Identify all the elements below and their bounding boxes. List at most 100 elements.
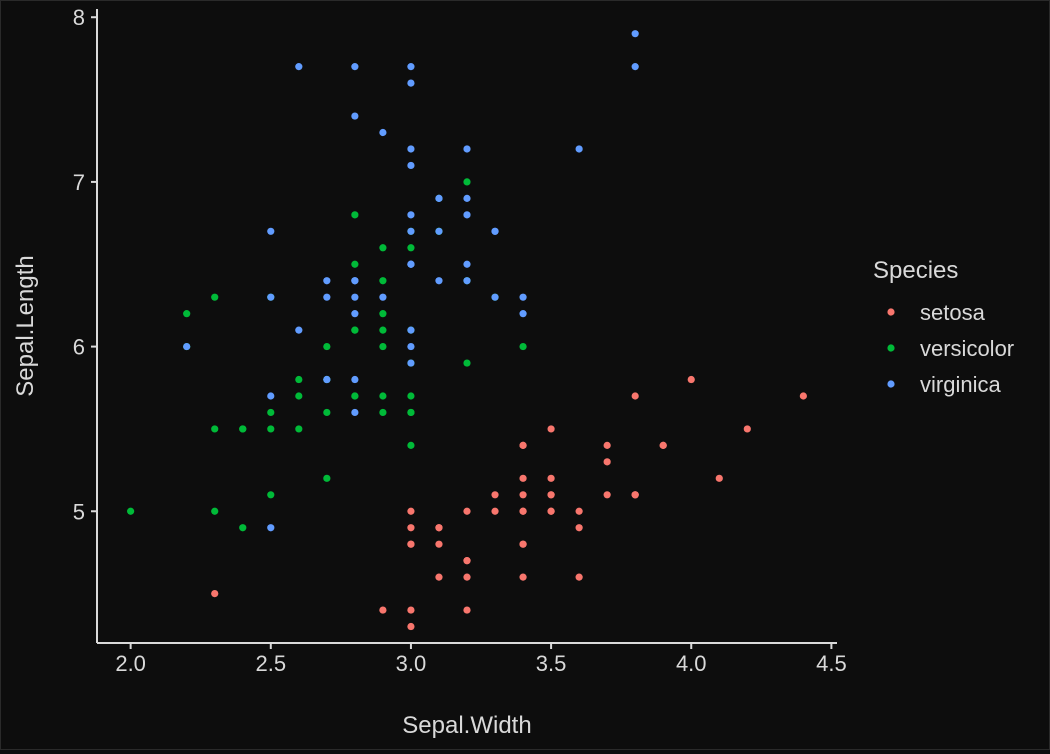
data-point-setosa [603, 458, 611, 466]
data-point-versicolor [211, 507, 219, 515]
data-point-versicolor [211, 425, 219, 433]
data-point-setosa [491, 491, 499, 499]
data-point-virginica [519, 310, 527, 318]
x-tick-label: 3.5 [536, 651, 567, 676]
data-point-versicolor [239, 524, 247, 532]
data-point-virginica [351, 277, 359, 285]
data-point-virginica [435, 227, 443, 235]
points-layer [127, 30, 807, 631]
legend-label-virginica: virginica [920, 372, 1001, 397]
data-point-virginica [379, 128, 387, 137]
x-tick-label: 3.0 [396, 651, 427, 676]
data-point-virginica [519, 293, 527, 301]
data-point-setosa [407, 622, 415, 631]
data-point-versicolor [351, 260, 359, 268]
data-point-setosa [379, 606, 387, 614]
data-point-virginica [631, 30, 639, 38]
legend-key-versicolor [887, 344, 895, 352]
data-point-setosa [519, 491, 527, 499]
data-point-versicolor [183, 310, 191, 318]
y-axis-title: Sepal.Length [12, 255, 39, 396]
x-tick-label: 4.0 [676, 651, 707, 676]
data-point-versicolor [267, 425, 275, 433]
data-point-setosa [547, 491, 555, 499]
data-point-setosa [407, 524, 415, 532]
data-point-virginica [351, 310, 359, 318]
data-point-virginica [407, 161, 415, 170]
data-point-versicolor [351, 392, 359, 400]
data-point-virginica [491, 293, 499, 301]
data-point-setosa [519, 507, 527, 515]
data-point-virginica [267, 293, 275, 301]
data-point-setosa [519, 573, 527, 581]
data-point-versicolor [519, 342, 527, 351]
data-point-virginica [323, 375, 331, 384]
data-point-setosa [575, 507, 583, 515]
y-tick-label: 8 [73, 5, 85, 30]
y-tick-label: 5 [73, 499, 85, 524]
data-point-setosa [435, 540, 443, 548]
data-point-setosa [463, 606, 471, 614]
data-point-virginica [267, 227, 275, 235]
data-point-versicolor [295, 375, 303, 384]
data-point-versicolor [379, 392, 387, 400]
data-point-virginica [295, 63, 303, 71]
data-point-setosa [519, 474, 527, 482]
x-tick-label: 2.5 [255, 651, 286, 676]
y-tick-label: 7 [73, 170, 85, 195]
data-point-virginica [407, 359, 415, 367]
data-point-setosa [519, 540, 527, 548]
data-point-versicolor [267, 491, 275, 499]
data-point-versicolor [463, 178, 471, 186]
data-point-virginica [463, 277, 471, 285]
data-point-setosa [407, 606, 415, 614]
data-point-versicolor [127, 507, 135, 515]
data-point-versicolor [379, 408, 387, 417]
data-point-virginica [407, 63, 415, 71]
data-point-virginica [351, 375, 359, 384]
legend-key-setosa [887, 308, 895, 316]
data-point-virginica [407, 260, 415, 268]
data-point-setosa [659, 441, 667, 449]
legend: Species setosa versicolor virginica [873, 257, 1014, 397]
data-point-virginica [575, 145, 583, 153]
data-point-versicolor [379, 326, 387, 334]
data-point-versicolor [323, 474, 331, 482]
data-point-setosa [603, 441, 611, 449]
data-point-versicolor [463, 359, 471, 367]
data-point-versicolor [267, 408, 275, 417]
data-point-setosa [575, 524, 583, 532]
data-point-setosa [631, 392, 639, 400]
legend-label-versicolor: versicolor [920, 336, 1014, 361]
data-point-setosa [407, 540, 415, 548]
data-point-setosa [603, 491, 611, 499]
data-point-virginica [407, 326, 415, 334]
data-point-virginica [323, 277, 331, 285]
data-point-virginica [407, 342, 415, 351]
data-point-virginica [407, 227, 415, 235]
data-point-versicolor [351, 211, 359, 219]
data-point-setosa [435, 524, 443, 532]
data-point-setosa [463, 557, 471, 565]
data-point-versicolor [407, 441, 415, 449]
legend-label-setosa: setosa [920, 300, 986, 325]
data-point-virginica [631, 63, 639, 71]
data-point-setosa [547, 507, 555, 515]
y-tick-label: 6 [73, 335, 85, 360]
data-point-virginica [183, 342, 191, 351]
data-point-setosa [715, 474, 723, 482]
legend-key-virginica [887, 380, 895, 388]
data-point-setosa [407, 507, 415, 515]
data-point-virginica [267, 524, 275, 532]
data-point-virginica [351, 408, 359, 417]
data-point-setosa [687, 375, 695, 384]
data-point-versicolor [379, 310, 387, 318]
data-point-setosa [435, 573, 443, 581]
axes-layer: 2.0 2.5 3.0 3.5 4.0 4.5 5 6 7 8 Sepal.Width Sepal.L… [12, 5, 847, 739]
data-point-virginica [463, 211, 471, 219]
data-point-versicolor [323, 342, 331, 351]
legend-title: Species [873, 257, 958, 284]
data-point-versicolor [407, 244, 415, 252]
data-point-versicolor [323, 408, 331, 417]
data-point-versicolor [407, 408, 415, 417]
